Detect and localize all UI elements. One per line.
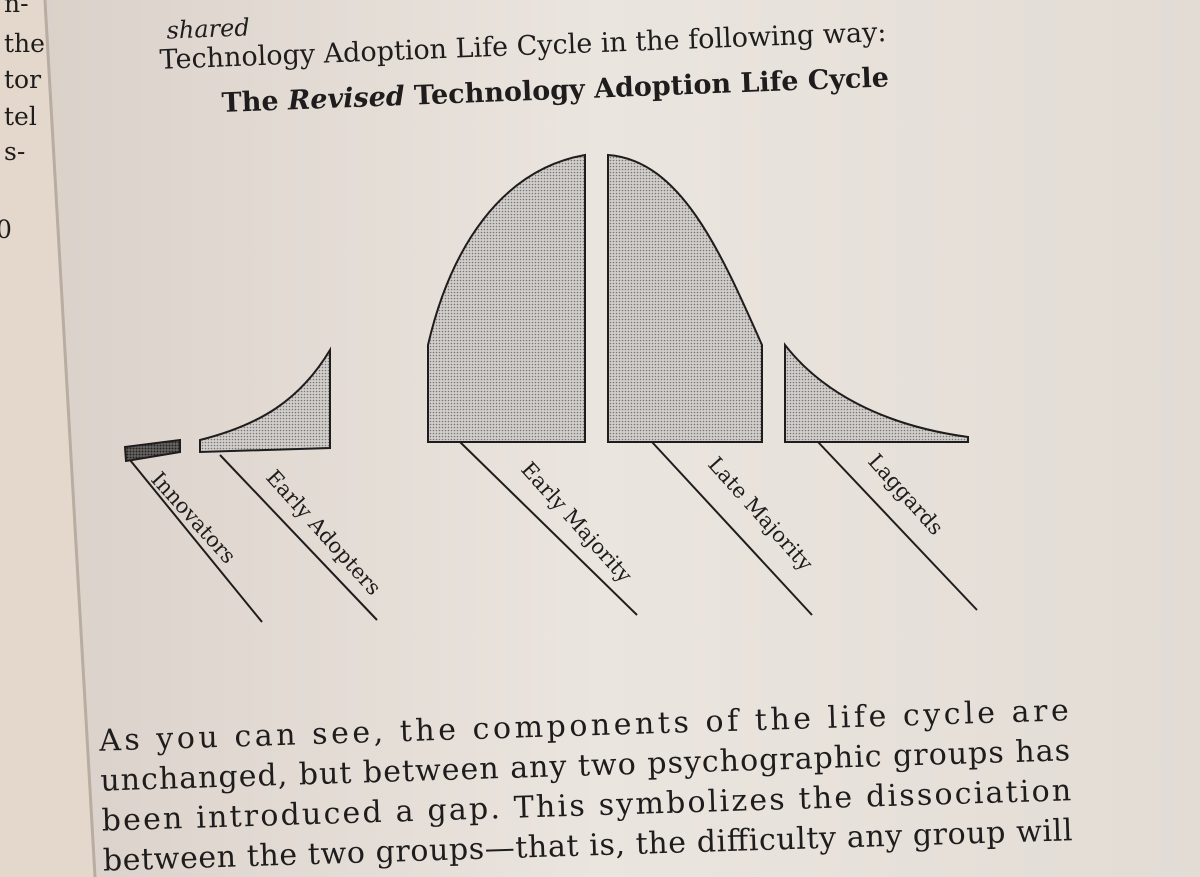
- late-majority-shape: [607, 153, 763, 443]
- margin-fragment: 0: [0, 215, 12, 244]
- adoption-diagram: [123, 153, 978, 623]
- leader-line: [651, 441, 813, 616]
- margin-fragment: n-: [4, 0, 29, 18]
- leader-line: [219, 454, 378, 621]
- margin-fragment: s-: [4, 137, 25, 166]
- laggards-shape: [784, 342, 969, 443]
- leader-line: [459, 441, 638, 616]
- leader-line: [817, 441, 978, 611]
- early-majority-shape: [427, 153, 586, 443]
- title-emphasis: Revised: [286, 81, 405, 117]
- early-adopters-shape: [199, 346, 331, 454]
- left-page: [0, 0, 95, 877]
- title-part: The: [221, 86, 279, 119]
- leader-line: [129, 459, 263, 623]
- margin-fragment: the: [4, 29, 45, 58]
- margin-fragment: tel: [4, 102, 37, 131]
- margin-text: n-the tor tel s- 0: [0, 0, 45, 244]
- innovators-shape: [123, 438, 181, 463]
- margin-fragment: tor: [4, 65, 41, 94]
- gutter: [43, 0, 97, 877]
- intro-line: shared: [166, 13, 250, 44]
